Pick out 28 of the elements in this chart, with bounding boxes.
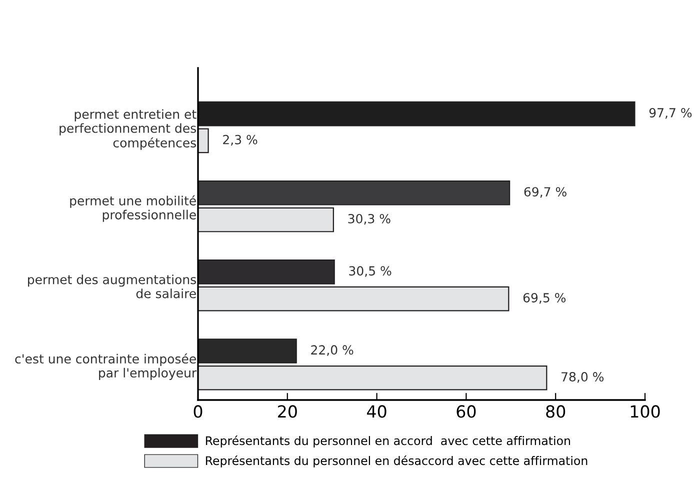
y-tick-label: permet des augmentations de salaire bbox=[28, 274, 196, 298]
legend-label: Représentants du personnel en désaccord avec cette affirmation bbox=[206, 456, 588, 468]
bar bbox=[198, 207, 334, 232]
bar bbox=[198, 260, 335, 284]
y-tick-label: permet une mobilité professionnelle bbox=[70, 195, 196, 222]
data-label: 78,0 % bbox=[562, 372, 604, 383]
x-tick-label: 40 bbox=[367, 405, 386, 418]
data-label: 2,3 % bbox=[223, 134, 258, 146]
data-label: 69,7 % bbox=[524, 187, 566, 198]
bar bbox=[198, 101, 636, 126]
bar bbox=[198, 128, 209, 154]
data-label: 30,5 % bbox=[349, 266, 392, 277]
x-tick-label: 100 bbox=[630, 405, 660, 418]
legend-label: Représentants du personnel en accord avec cette affirmation bbox=[206, 436, 570, 448]
bar bbox=[198, 286, 510, 312]
data-label: 97,7 % bbox=[649, 108, 692, 119]
bar bbox=[198, 180, 510, 206]
y-tick-label: c'est une contrainte imposée par l'employeur bbox=[15, 353, 197, 380]
x-tick-label: 60 bbox=[456, 405, 476, 418]
bar bbox=[198, 365, 548, 390]
y-tick-label: permet entretien et perfectionnement des compétences bbox=[60, 109, 196, 150]
data-label: 22,0 % bbox=[311, 345, 354, 356]
data-label: 69,5 % bbox=[523, 292, 566, 304]
x-tick-label: 80 bbox=[546, 405, 566, 418]
data-label: 30,3 % bbox=[348, 214, 390, 225]
x-tick-label: 20 bbox=[278, 405, 297, 418]
x-tick-label: 0 bbox=[194, 405, 202, 418]
bar bbox=[198, 338, 297, 364]
